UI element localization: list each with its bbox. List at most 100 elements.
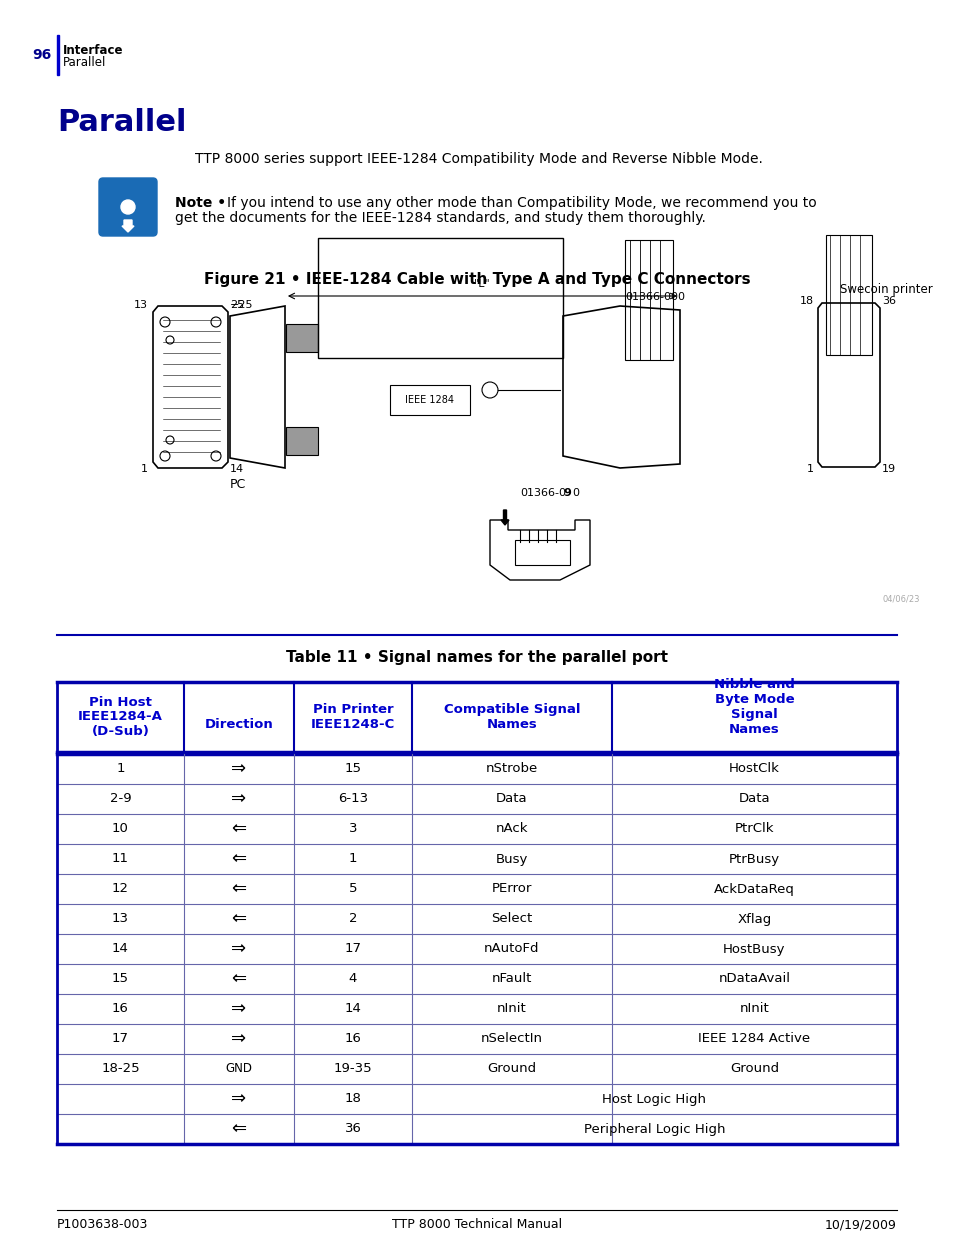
FancyArrow shape — [500, 510, 509, 525]
Text: 18-25: 18-25 — [101, 1062, 140, 1076]
Text: 1: 1 — [141, 464, 148, 474]
Text: TTP 8000 series support IEEE-1284 Compatibility Mode and Reverse Nibble Mode.: TTP 8000 series support IEEE-1284 Compat… — [194, 152, 762, 165]
Text: 17: 17 — [344, 942, 361, 956]
Text: ⇒: ⇒ — [232, 940, 246, 958]
Bar — [286, 324, 317, 352]
Text: nStrobe: nStrobe — [485, 762, 537, 776]
Text: TTP 8000 Technical Manual: TTP 8000 Technical Manual — [392, 1219, 561, 1231]
Text: Figure 21 • IEEE-1284 Cable with Type A and Type C Connectors: Figure 21 • IEEE-1284 Cable with Type A … — [204, 272, 749, 287]
Text: 3: 3 — [349, 823, 356, 836]
Text: 25: 25 — [230, 300, 244, 310]
Text: Compatible Signal
Names: Compatible Signal Names — [443, 703, 579, 731]
Text: nDataAvail: nDataAvail — [718, 972, 790, 986]
Text: Interface: Interface — [63, 43, 123, 57]
Text: 4: 4 — [349, 972, 356, 986]
Text: 14: 14 — [344, 1003, 361, 1015]
FancyArrow shape — [122, 220, 133, 232]
Text: nAck: nAck — [496, 823, 528, 836]
Text: PtrBusy: PtrBusy — [728, 852, 780, 866]
Text: Ground: Ground — [729, 1062, 779, 1076]
Text: Direction: Direction — [204, 718, 274, 730]
Text: Select: Select — [491, 913, 532, 925]
Bar — [390, 385, 470, 415]
Text: 16: 16 — [112, 1003, 129, 1015]
Text: Pin Host
IEEE1284-A
(D-Sub): Pin Host IEEE1284-A (D-Sub) — [78, 695, 163, 739]
Text: get the documents for the IEEE-1284 standards, and study them thoroughly.: get the documents for the IEEE-1284 stan… — [174, 211, 705, 225]
Text: PC: PC — [230, 478, 246, 492]
Text: ⇐: ⇐ — [232, 881, 246, 898]
Text: Nibble and
Byte Mode
Signal
Names: Nibble and Byte Mode Signal Names — [713, 678, 794, 736]
Text: 15: 15 — [112, 972, 129, 986]
Text: Parallel: Parallel — [63, 57, 107, 69]
Text: HostClk: HostClk — [728, 762, 780, 776]
Text: ⇒: ⇒ — [232, 790, 246, 808]
Text: 19: 19 — [882, 464, 895, 474]
Bar — [57, 682, 896, 752]
Text: 15: 15 — [344, 762, 361, 776]
FancyBboxPatch shape — [99, 178, 157, 236]
Bar — [286, 427, 317, 454]
Text: 01366-0: 01366-0 — [519, 488, 565, 498]
Text: PtrClk: PtrClk — [734, 823, 774, 836]
Text: Note •: Note • — [174, 196, 235, 210]
Bar — [624, 240, 672, 359]
Text: 1: 1 — [806, 464, 813, 474]
Text: Data: Data — [496, 793, 527, 805]
Text: Data: Data — [738, 793, 769, 805]
Text: Host Logic High: Host Logic High — [602, 1093, 706, 1105]
Text: 5: 5 — [349, 883, 356, 895]
Bar — [515, 540, 569, 564]
Text: Parallel: Parallel — [57, 107, 186, 137]
Text: 36: 36 — [882, 296, 895, 306]
Text: ⇐: ⇐ — [232, 850, 246, 868]
Text: 1: 1 — [116, 762, 125, 776]
Text: PError: PError — [492, 883, 532, 895]
Text: 04/06/23: 04/06/23 — [882, 595, 919, 604]
Text: GND: GND — [225, 1062, 253, 1076]
Text: ⇒: ⇒ — [232, 1000, 246, 1018]
Bar — [57, 35, 59, 75]
Text: Table 11 • Signal names for the parallel port: Table 11 • Signal names for the parallel… — [286, 650, 667, 664]
Text: Peripheral Logic High: Peripheral Logic High — [583, 1123, 724, 1135]
Text: 9: 9 — [562, 488, 570, 498]
Bar — [825, 235, 871, 354]
Text: 10/19/2009: 10/19/2009 — [824, 1219, 896, 1231]
Text: AckDataReq: AckDataReq — [713, 883, 794, 895]
Text: ⇒: ⇒ — [232, 1030, 246, 1049]
Text: 14: 14 — [112, 942, 129, 956]
Text: 13: 13 — [133, 300, 148, 310]
Text: Ground: Ground — [487, 1062, 536, 1076]
Text: ⇐: ⇐ — [232, 1120, 246, 1137]
Text: nInit: nInit — [739, 1003, 768, 1015]
Text: Xflag: Xflag — [737, 913, 771, 925]
Text: 19-35: 19-35 — [334, 1062, 372, 1076]
Text: IEEE 1284 Active: IEEE 1284 Active — [698, 1032, 810, 1046]
Text: P1003638-003: P1003638-003 — [57, 1219, 149, 1231]
Text: 13: 13 — [112, 913, 129, 925]
Text: ⇐: ⇐ — [232, 969, 246, 988]
Text: nFault: nFault — [492, 972, 532, 986]
Text: If you intend to use any other mode than Compatibility Mode, we recommend you to: If you intend to use any other mode than… — [227, 196, 816, 210]
Text: 2-9: 2-9 — [110, 793, 132, 805]
Text: ⇐: ⇐ — [232, 910, 246, 927]
Text: 18: 18 — [344, 1093, 361, 1105]
Text: Swecoin printer: Swecoin printer — [840, 283, 932, 296]
Text: 01366-000: 01366-000 — [624, 291, 684, 303]
Text: 10: 10 — [112, 823, 129, 836]
Text: ⇒: ⇒ — [232, 1091, 246, 1108]
Circle shape — [121, 200, 135, 214]
Text: 12: 12 — [112, 883, 129, 895]
Text: −25: −25 — [230, 300, 253, 310]
Text: 18: 18 — [799, 296, 813, 306]
Text: 1: 1 — [349, 852, 356, 866]
Text: 11: 11 — [112, 852, 129, 866]
Text: Busy: Busy — [496, 852, 528, 866]
Text: nInit: nInit — [497, 1003, 526, 1015]
Text: IEEE 1284: IEEE 1284 — [405, 395, 454, 405]
Text: Pin Printer
IEEE1248-C: Pin Printer IEEE1248-C — [311, 703, 395, 731]
Text: nSelectIn: nSelectIn — [480, 1032, 542, 1046]
Bar — [317, 238, 562, 358]
Text: 2: 2 — [349, 913, 356, 925]
Text: 36: 36 — [344, 1123, 361, 1135]
Text: ⇐: ⇐ — [232, 820, 246, 839]
